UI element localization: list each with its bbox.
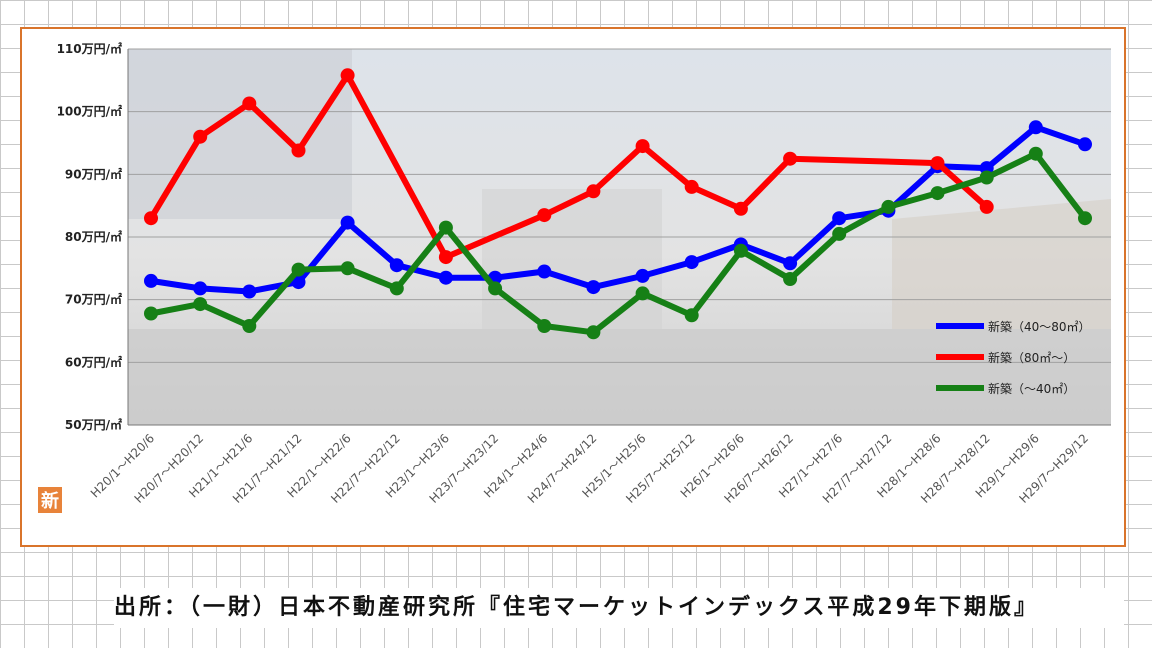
data-point [979,170,994,185]
series-line [148,150,1088,336]
data-point [537,264,552,279]
y-tick-label: 90万円/㎡ [65,166,122,181]
y-tick-label: 70万円/㎡ [65,292,122,307]
data-point [684,255,699,270]
legend-label: 新築（40～80㎡） [988,319,1091,334]
data-point [242,319,257,333]
series-2 [144,146,1092,340]
y-tick-label: 110万円/㎡ [57,41,122,56]
data-point [635,268,650,283]
data-point [488,281,503,296]
data-point [930,186,945,201]
data-point [1078,137,1092,152]
data-point [586,280,601,295]
data-point [930,156,945,171]
data-point [438,250,453,265]
data-point [586,325,601,340]
data-point [340,261,355,276]
data-point [193,297,208,312]
line-chart: 50万円/㎡ 60万円/㎡ 70万円/㎡ 80万円/㎡ 90万円/㎡ 100万円/㎡ 110… [38,41,1111,513]
data-point [242,96,257,111]
data-point [144,273,158,288]
data-point [193,281,208,296]
data-point [1028,146,1043,161]
chart-frame: 50万円/㎡ 60万円/㎡ 70万円/㎡ 80万円/㎡ 90万円/㎡ 100万円/㎡ 110… [20,27,1126,547]
data-point [291,143,306,158]
data-point [389,281,404,296]
data-point [242,284,257,299]
data-point [733,243,748,258]
data-point [144,306,158,321]
y-tick-label: 50万円/㎡ [65,417,122,432]
data-point [586,184,601,199]
y-tick-label: 80万円/㎡ [65,229,122,244]
badge-label: 新 [41,490,59,512]
data-point [881,199,896,214]
data-point [635,286,650,301]
legend-label: 新築（～40㎡） [988,381,1075,396]
data-point [193,129,208,144]
data-point [733,201,748,216]
source-citation: 出所：（一財）日本不動産研究所『住宅マーケットインデックス平成29年下期版』 [114,588,1124,628]
data-point [291,275,306,290]
series-line [148,72,990,261]
legend-label: 新築（80㎡～） [988,350,1075,365]
data-point [438,270,453,285]
data-point [635,139,650,154]
data-point [438,220,453,235]
data-point [389,258,404,273]
data-point [684,308,699,323]
data-point [783,272,798,286]
data-point [340,68,355,83]
data-point [537,319,552,333]
series-1 [144,68,994,265]
data-point [979,199,994,214]
data-point [1078,211,1092,226]
y-tick-label: 100万円/㎡ [57,104,122,119]
data-point [783,151,798,166]
data-point [340,215,355,230]
data-point [832,226,847,241]
data-point [144,211,158,226]
data-point [684,179,699,194]
data-point [537,208,552,223]
data-point [1028,120,1043,135]
badge: 新 [38,487,62,513]
data-point [291,262,306,277]
data-point [832,211,847,226]
y-tick-label: 60万円/㎡ [65,354,122,369]
data-point [783,256,798,271]
